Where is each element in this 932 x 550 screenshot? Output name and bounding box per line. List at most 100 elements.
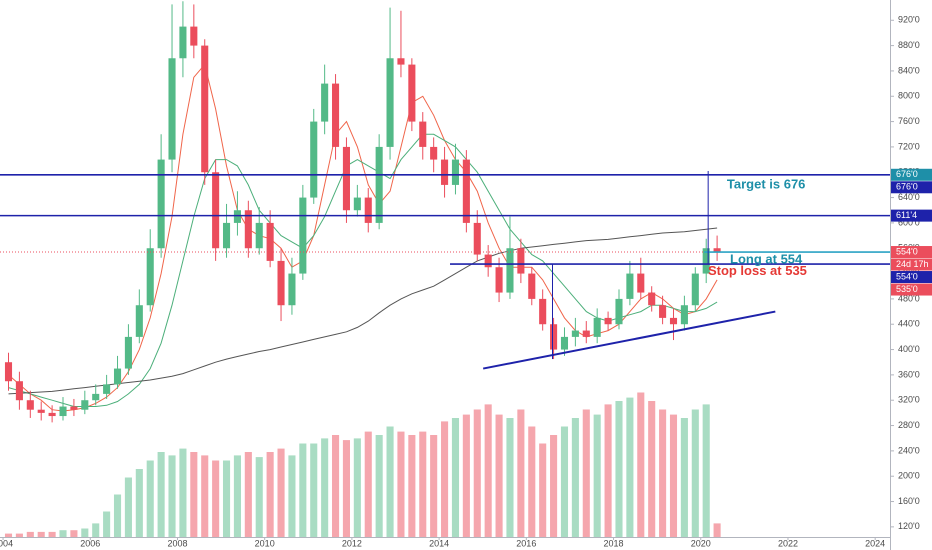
price-label-bg [891, 258, 932, 271]
y-tick-label: 720'0 [898, 141, 920, 151]
volume-bar [669, 414, 678, 537]
volume-bar [157, 452, 165, 537]
candle-body [582, 330, 590, 337]
candle-body [506, 248, 514, 293]
candle-body [539, 298, 547, 325]
price-label-bg [891, 283, 932, 296]
y-tick-label: 800'0 [898, 91, 920, 101]
x-tick-label: 2012 [342, 538, 362, 548]
volume-bar [299, 443, 307, 537]
price-label: 611'4 [896, 210, 917, 220]
volume-bar [484, 404, 492, 537]
candle-body [626, 273, 634, 299]
candle-body [190, 26, 198, 46]
candle-body [702, 248, 710, 274]
candle-body [648, 292, 656, 306]
candle-body [484, 254, 492, 268]
volume-bar [430, 435, 438, 537]
candle-body [386, 58, 394, 147]
candle-body [364, 197, 372, 223]
volume-bar [451, 418, 460, 537]
volume-bar [441, 421, 449, 537]
candle-body [244, 210, 252, 249]
volume-bar [560, 426, 569, 537]
volume-bar [310, 443, 318, 537]
volume-bar [288, 455, 296, 537]
volume-bar [375, 435, 383, 537]
candle-body [277, 260, 285, 306]
candle-body [560, 336, 569, 350]
candle-body [288, 273, 296, 306]
candle-body [146, 248, 154, 306]
candle-body [70, 406, 78, 410]
volume-bar [212, 460, 220, 537]
volume-bar [397, 431, 405, 537]
volume-bar [713, 523, 721, 537]
volume-bar [135, 469, 143, 537]
volume-bar [92, 523, 100, 537]
candle-body [255, 222, 263, 249]
x-tick-label: 2004 [0, 538, 13, 548]
volume-bar [659, 409, 667, 537]
candle-body [593, 317, 601, 337]
volume-bar [342, 440, 350, 537]
price-label-bg [891, 271, 932, 284]
y-tick-label: 600'0 [898, 217, 920, 227]
volume-bar [702, 404, 710, 537]
volume-bar [321, 438, 329, 537]
candle-body [669, 317, 678, 325]
volume-bar [81, 528, 89, 537]
candle-body [59, 406, 67, 417]
y-tick-label: 240'0 [898, 445, 920, 455]
candle-body [353, 197, 361, 211]
candle-body [81, 400, 89, 410]
price-label-bg [891, 209, 932, 222]
volume-bar [201, 455, 209, 537]
x-tick-label: 2024 [865, 538, 885, 548]
volume-bar [103, 511, 111, 537]
plot [0, 1, 890, 537]
candle-body [168, 58, 176, 160]
candle-body [430, 146, 438, 160]
volume-bar [146, 460, 154, 537]
volume-bar [550, 435, 558, 537]
candle-body [441, 159, 449, 185]
y-tick-label: 440'0 [898, 319, 920, 329]
candle-body [266, 222, 274, 261]
y-tick-label: 280'0 [898, 420, 920, 430]
candle-body [212, 172, 220, 249]
candle-body [637, 273, 645, 293]
volume-bar [124, 477, 132, 537]
volume-bar [680, 418, 688, 537]
price-label: 535'0 [896, 284, 918, 294]
volume-bar [539, 443, 547, 537]
candle-body [26, 400, 34, 410]
candle-body [157, 159, 165, 249]
annotation: Long at 554 [730, 252, 803, 267]
volume-bar [637, 392, 645, 537]
volume-bar [528, 426, 536, 537]
candle-body [713, 248, 721, 253]
candle-body [37, 409, 45, 413]
x-tick-label: 2020 [691, 538, 711, 548]
annotation: Stop loss at 535 [708, 263, 807, 278]
candle-body [473, 222, 481, 255]
candle-body [92, 393, 100, 401]
volume-bar [419, 431, 427, 537]
candle-body [124, 336, 132, 369]
x-tick-label: 2022 [778, 538, 798, 548]
x-tick-label: 2010 [255, 538, 275, 548]
candle-body [332, 83, 340, 147]
candle-body [310, 121, 318, 198]
volume-bar [244, 452, 252, 537]
volume-bar [626, 397, 634, 537]
volume-bar [26, 531, 34, 537]
y-tick-label: 920'0 [898, 15, 920, 25]
price-label: 554'0 [896, 271, 918, 281]
x-tick-label: 2016 [516, 538, 536, 548]
price-label: 676'0 [896, 169, 918, 179]
volume-bar [582, 409, 590, 537]
time-axis [0, 537, 932, 550]
volume-bar [506, 418, 514, 537]
candle-body [299, 197, 307, 274]
